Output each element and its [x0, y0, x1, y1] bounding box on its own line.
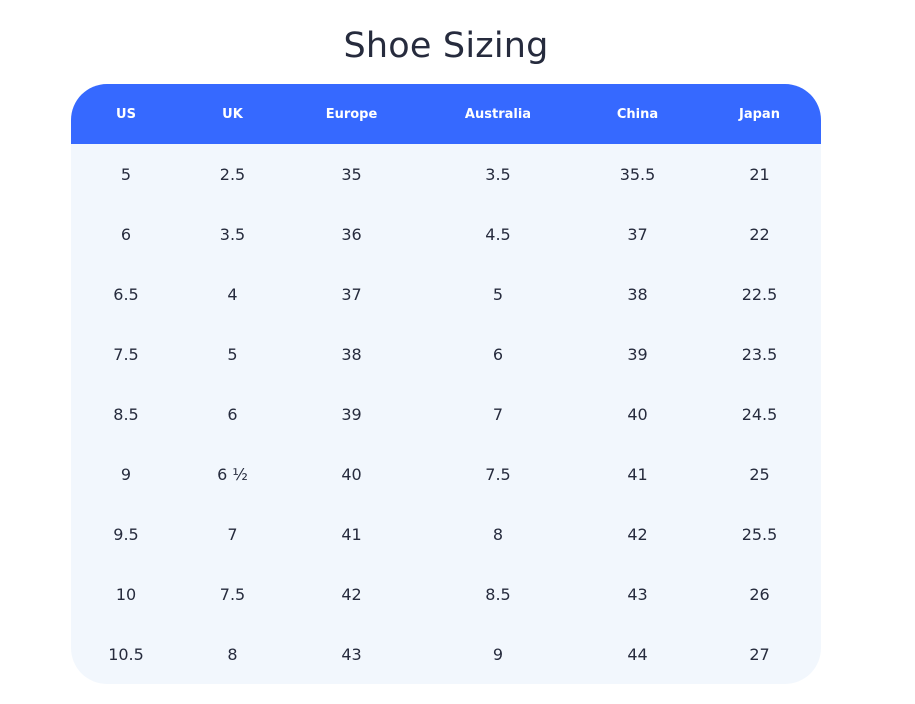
cell-uk: 7	[227, 524, 238, 544]
table-row: 9 6 ½ 40 7.5 41 25	[71, 444, 821, 504]
cell-us: 10	[115, 584, 137, 604]
cell-japan: 23.5	[741, 344, 778, 364]
cell-uk: 6	[227, 404, 238, 424]
cell-europe: 37	[341, 284, 362, 304]
cell-europe: 42	[341, 584, 362, 604]
cell-us: 10.5	[108, 644, 144, 664]
cell-china: 42	[627, 524, 648, 544]
column-header-australia: Australia	[464, 106, 532, 122]
cell-australia: 6	[492, 344, 504, 364]
cell-australia: 7	[492, 404, 504, 424]
column-header-china: China	[616, 106, 659, 122]
cell-japan: 21	[749, 164, 770, 184]
cell-uk: 7.5	[219, 584, 246, 604]
cell-australia: 8.5	[485, 584, 511, 604]
cell-europe: 35	[341, 164, 362, 184]
cell-europe: 43	[341, 644, 362, 664]
table-row: 6.5 4 37 5 38 22.5	[71, 264, 821, 324]
cell-australia: 7.5	[485, 464, 511, 484]
cell-australia: 3.5	[485, 164, 511, 184]
cell-australia: 5	[492, 284, 504, 304]
cell-uk: 6 ½	[217, 464, 248, 484]
cell-japan: 26	[749, 584, 770, 604]
cell-japan: 27	[749, 644, 770, 664]
table-body: 5 2.5 35 3.5 35.5 21 6 3.5 36 4.5 37 22 6.5 4 37 5 38 22.…	[71, 144, 821, 684]
cell-us: 6	[120, 224, 132, 244]
column-header-us: US	[116, 106, 136, 122]
column-header-uk: UK	[222, 106, 243, 122]
shoe-size-table-container: US UK Europe Australia China Japan 5 2.5 3…	[71, 84, 821, 684]
column-header-japan: Japan	[739, 106, 780, 122]
shoe-size-table: US UK Europe Australia China Japan 5 2.5 3…	[71, 84, 821, 684]
cell-europe: 41	[341, 524, 362, 544]
page-title: Shoe Sizing	[343, 26, 549, 67]
cell-europe: 38	[341, 344, 362, 364]
cell-china: 43	[627, 584, 648, 604]
cell-uk: 5	[227, 344, 238, 364]
cell-australia: 4.5	[485, 224, 511, 244]
table-header: US UK Europe Australia China Japan	[71, 84, 821, 144]
cell-uk: 4	[227, 284, 238, 304]
table-row: 10.5 8 43 9 44 27	[71, 624, 821, 684]
cell-china: 44	[627, 644, 648, 664]
cell-china: 38	[627, 284, 648, 304]
header-row: US UK Europe Australia China Japan	[71, 84, 821, 144]
cell-uk: 3.5	[219, 224, 246, 244]
table-row: 5 2.5 35 3.5 35.5 21	[71, 144, 821, 204]
cell-us: 5	[120, 164, 132, 184]
cell-uk: 8	[227, 644, 238, 664]
cell-europe: 39	[341, 404, 362, 424]
cell-japan: 22	[749, 224, 770, 244]
cell-us: 8.5	[113, 404, 139, 424]
table-row: 6 3.5 36 4.5 37 22	[71, 204, 821, 264]
cell-europe: 36	[341, 224, 362, 244]
cell-us: 9	[120, 464, 132, 484]
table-row: 10 7.5 42 8.5 43 26	[71, 564, 821, 624]
column-header-europe: Europe	[325, 106, 378, 122]
cell-japan: 24.5	[741, 404, 778, 424]
cell-china: 39	[627, 344, 648, 364]
cell-australia: 8	[492, 524, 504, 544]
cell-china: 35.5	[619, 164, 656, 184]
cell-europe: 40	[341, 464, 362, 484]
cell-us: 7.5	[113, 344, 139, 364]
cell-japan: 25	[749, 464, 770, 484]
cell-us: 6.5	[113, 284, 139, 304]
cell-uk: 2.5	[219, 164, 246, 184]
table-row: 9.5 7 41 8 42 25.5	[71, 504, 821, 564]
cell-china: 41	[627, 464, 648, 484]
cell-japan: 25.5	[741, 524, 778, 544]
cell-china: 40	[627, 404, 648, 424]
cell-china: 37	[627, 224, 648, 244]
table-row: 8.5 6 39 7 40 24.5	[71, 384, 821, 444]
cell-australia: 9	[492, 644, 504, 664]
cell-japan: 22.5	[741, 284, 778, 304]
table-row: 7.5 5 38 6 39 23.5	[71, 324, 821, 384]
cell-us: 9.5	[113, 524, 139, 544]
